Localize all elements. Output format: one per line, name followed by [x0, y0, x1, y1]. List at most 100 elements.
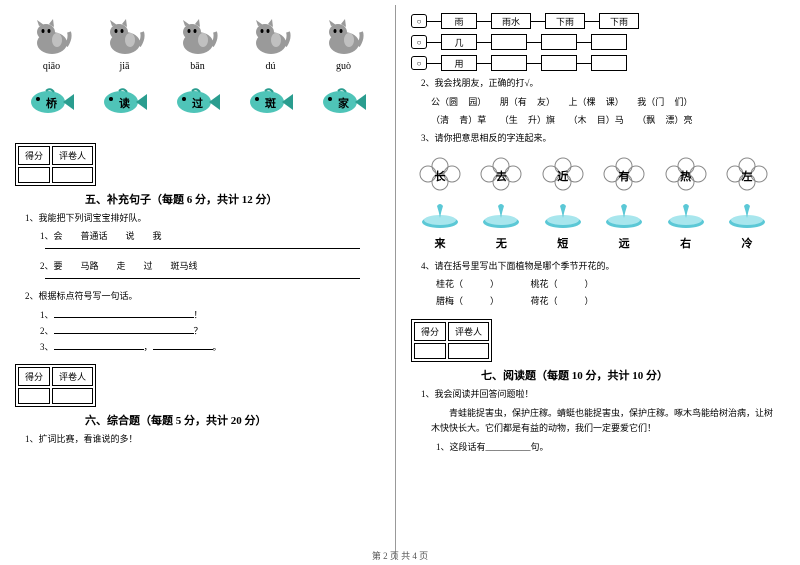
answer-line	[45, 248, 360, 249]
chain-box: 用	[441, 55, 477, 71]
flower-char: 左	[723, 168, 771, 184]
s5-sub2: 2、要 马路 走 过 斑马线	[40, 259, 380, 272]
basin-icon	[665, 202, 707, 230]
blank	[153, 340, 213, 350]
plant-line: 腊梅（ ） 荷花（ ）	[436, 294, 776, 307]
cat-item: bān	[173, 18, 223, 72]
chain-box: 雨	[441, 13, 477, 29]
cat-icon	[31, 18, 73, 56]
chain-box: 下雨	[599, 13, 639, 29]
pinyin-label: qiāo	[27, 61, 77, 72]
plant-a: 腊梅（ ）	[436, 296, 495, 306]
s5-item1: 1、我能把下列词宝宝排好队。	[25, 211, 380, 225]
s7-item1: 1、我会阅读并回答问题啦！	[421, 387, 776, 401]
grader-label: 评卷人	[448, 322, 489, 341]
chain-link	[427, 63, 441, 64]
basin-icon	[726, 202, 768, 230]
cat-item: guò	[319, 18, 369, 72]
fish-char: 读	[100, 95, 150, 111]
pinyin-label: guò	[319, 61, 369, 72]
score-label: 得分	[18, 367, 50, 386]
chain-link	[527, 63, 541, 64]
pinyin-label: bān	[173, 61, 223, 72]
basin-item: 来	[416, 202, 464, 251]
basin-char: 冷	[723, 235, 771, 251]
paren-line-2: （清 青）草 （生 升）旗 （木 目）马 （飘 漂）亮	[431, 113, 776, 126]
flower-char: 长	[416, 168, 464, 184]
basin-icon	[542, 202, 584, 230]
cat-icon	[250, 18, 292, 56]
basin-char: 短	[539, 235, 587, 251]
chain-box-empty	[491, 55, 527, 71]
worksheet-page: qiāo jiā bān dú guò 桥	[0, 0, 800, 565]
blank	[54, 308, 194, 318]
chain-link	[585, 21, 599, 22]
fish-char: 家	[319, 95, 369, 111]
grader-cell	[448, 343, 489, 359]
chain-link	[427, 21, 441, 22]
section5-title: 五、补充句子（每题 6 分，共计 12 分）	[85, 191, 380, 207]
flower-item: 有	[600, 154, 648, 194]
punct: ，	[144, 342, 153, 352]
flower-item: 去	[477, 154, 525, 194]
s6-item1: 1、扩词比赛，看谁说的多！	[25, 432, 380, 446]
chain-link	[477, 21, 491, 22]
fish-item: 斑	[246, 87, 296, 120]
s6-item4: 4、请在括号里写出下面植物是哪个季节开花的。	[421, 259, 776, 273]
blank	[54, 340, 144, 350]
fill-1: 1、！	[40, 308, 380, 321]
chain-start-icon: ○	[411, 35, 427, 49]
cat-icon	[323, 18, 365, 56]
basin-item: 冷	[723, 202, 771, 251]
s6-item3: 3、请你把意思相反的字连起来。	[421, 131, 776, 145]
basin-char: 来	[416, 235, 464, 251]
chain-start-icon: ○	[411, 14, 427, 28]
basin-char: 右	[662, 235, 710, 251]
basin-item: 远	[600, 202, 648, 251]
pinyin-label: jiā	[100, 61, 150, 72]
fish-item: 家	[319, 87, 369, 120]
grader-cell	[52, 167, 93, 183]
fish-char: 斑	[246, 95, 296, 111]
score-table: 得分评卷人	[411, 319, 492, 362]
basin-icon	[480, 202, 522, 230]
pinyin-label: dú	[246, 61, 296, 72]
s5-sub1: 1、会 普通话 说 我	[40, 229, 380, 242]
cat-row: qiāo jiā bān dú guò	[15, 18, 380, 72]
chain-link	[577, 42, 591, 43]
chain-link	[577, 63, 591, 64]
chain-box-empty	[591, 55, 627, 71]
right-column: ○ 雨 雨水 下雨 下雨 ○ 几 ○ 用 2、我会找朋友，正确的打√。 公（圆 …	[396, 0, 791, 565]
flower-char: 有	[600, 168, 648, 184]
punct: ？	[194, 326, 203, 336]
plant-a: 桂花（ ）	[436, 279, 495, 289]
chain-box-empty	[491, 34, 527, 50]
grader-label: 评卷人	[52, 146, 93, 165]
flower-item: 左	[723, 154, 771, 194]
chain-start-icon: ○	[411, 56, 427, 70]
chain-link	[477, 63, 491, 64]
chain-box-empty	[541, 34, 577, 50]
plant-b: 桃花（ ）	[531, 279, 594, 289]
score-cell	[18, 167, 50, 183]
score-cell	[414, 343, 446, 359]
score-label: 得分	[18, 146, 50, 165]
grader-cell	[52, 388, 93, 404]
chain-link	[527, 42, 541, 43]
fish-char: 桥	[27, 95, 77, 111]
basin-char: 无	[477, 235, 525, 251]
basin-item: 无	[477, 202, 525, 251]
chain-row-3: ○ 用	[411, 55, 776, 71]
fish-item: 桥	[27, 87, 77, 120]
plant-line: 桂花（ ） 桃花（ ）	[436, 277, 776, 290]
chain-link	[477, 42, 491, 43]
page-footer: 第 2 页 共 4 页	[0, 549, 800, 562]
s5-item2: 2、根据标点符号写一句话。	[25, 289, 380, 303]
punct: 。	[213, 342, 222, 352]
fill-3: 3、，。	[40, 340, 380, 353]
chain-link	[427, 42, 441, 43]
cat-item: qiāo	[27, 18, 77, 72]
chain-row-2: ○ 几	[411, 34, 776, 50]
fish-char: 过	[173, 95, 223, 111]
cat-item: dú	[246, 18, 296, 72]
